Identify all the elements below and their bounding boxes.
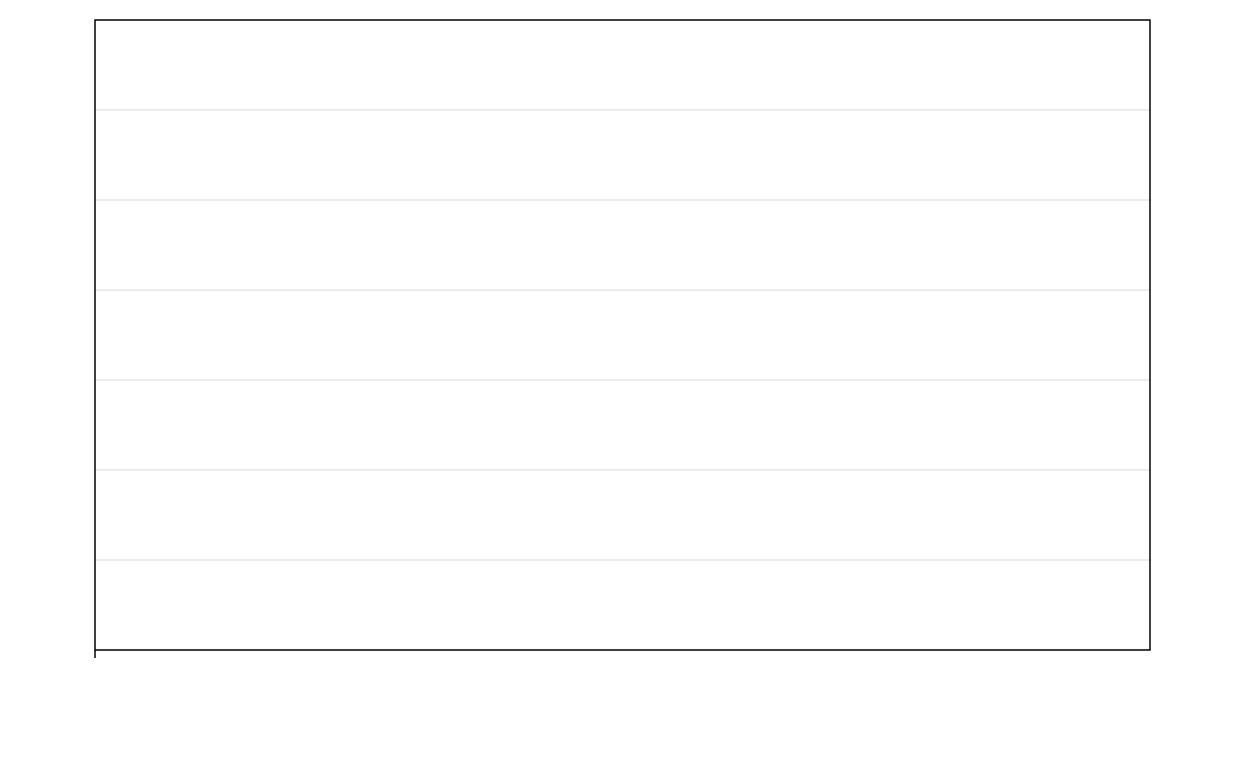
- plot-area: [95, 20, 1150, 650]
- hashrate-btc-chart: [0, 0, 1256, 771]
